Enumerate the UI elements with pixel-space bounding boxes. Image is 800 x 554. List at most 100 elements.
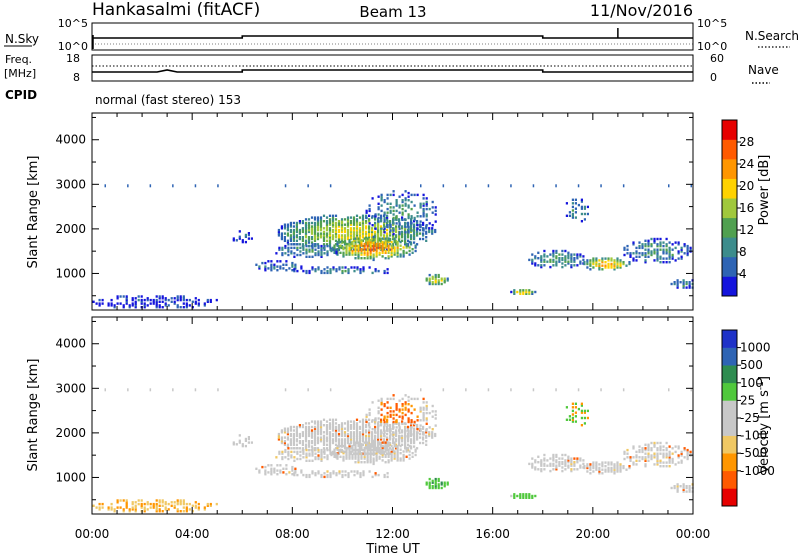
velocity-echo [610, 470, 613, 473]
velocity-echo [98, 502, 101, 506]
velocity-echo [300, 471, 303, 474]
power-echo [307, 227, 311, 230]
velocity-echo [363, 461, 366, 464]
velocity-echo [659, 447, 662, 450]
velocity-echo [355, 452, 359, 455]
power-echo [410, 223, 413, 226]
power-echo [110, 298, 113, 302]
velocity-echo [319, 429, 323, 432]
power-echo [134, 306, 137, 309]
power-echo [365, 225, 368, 228]
velocity-echo [359, 472, 362, 475]
velocity-echo [668, 461, 671, 464]
velocity-echo [689, 450, 692, 454]
velocity-echo [270, 467, 273, 470]
velocity-echo [422, 415, 425, 418]
velocity-echo [346, 429, 350, 432]
power-echo [528, 289, 531, 292]
velocity-echo [413, 434, 416, 438]
power-echo [146, 304, 149, 307]
velocity-echo [283, 431, 286, 434]
velocity-echo [368, 432, 371, 436]
velocity-echo [404, 436, 407, 439]
power-echo [549, 260, 552, 263]
velocity-echo [616, 468, 619, 471]
power-echo [155, 298, 158, 302]
velocity-echo [289, 440, 292, 443]
velocity-echo [632, 463, 635, 466]
power-echo [343, 241, 347, 244]
power-echo [270, 263, 273, 266]
power-echo [185, 298, 188, 302]
velocity-echo [561, 469, 564, 473]
power-echo [419, 220, 422, 223]
velocity-echo [425, 431, 428, 434]
velocity-echo [580, 416, 583, 420]
velocity-echo [351, 450, 354, 453]
velocity-echo [381, 453, 384, 457]
velocity-echo [286, 431, 289, 434]
power-echo [369, 253, 372, 256]
power-echo [674, 241, 677, 244]
power-echo [302, 248, 305, 251]
velocity-echo [305, 454, 308, 457]
y-tick-label: 3000 [55, 177, 86, 191]
power-echo [351, 242, 354, 246]
power-echo [549, 258, 552, 262]
power-echo [285, 263, 288, 266]
power-echo [465, 184, 467, 188]
velocity-echo [349, 445, 353, 448]
power-echo [316, 216, 320, 219]
velocity-echo [363, 446, 366, 450]
power-echo [355, 236, 359, 239]
velocity-echo [194, 501, 197, 504]
power-echo [345, 242, 348, 246]
power-echo [404, 204, 407, 207]
velocity-echo [326, 457, 329, 461]
power-echo [365, 241, 368, 244]
velocity-echo [647, 454, 650, 457]
velocity-echo [357, 455, 360, 458]
power-echo [595, 259, 598, 262]
velocity-echo [401, 403, 404, 406]
velocity-echo [656, 454, 659, 457]
power-echo [522, 290, 525, 294]
power-echo [583, 262, 586, 266]
power-echo [635, 255, 638, 258]
power-echo [286, 227, 289, 230]
velocity-echo [392, 436, 395, 440]
velocity-echo [301, 441, 304, 445]
power-echo [311, 268, 314, 271]
velocity-echo [368, 434, 371, 438]
power-echo [607, 259, 610, 262]
velocity-echo [365, 443, 368, 446]
velocity-echo [393, 455, 396, 458]
power-echo [610, 266, 613, 269]
velocity-echo [355, 440, 359, 443]
power-echo [365, 236, 368, 239]
power-echo [375, 244, 378, 247]
power-echo [389, 224, 392, 227]
power-echo [419, 225, 422, 229]
power-echo [278, 246, 281, 250]
power-echo [371, 215, 374, 218]
velocity-echo [140, 502, 143, 506]
velocity-echo [390, 459, 393, 462]
velocity-echo [422, 406, 425, 409]
velocity-echo [342, 455, 345, 458]
power-echo [410, 222, 413, 225]
velocity-echo [282, 467, 285, 470]
velocity-echo [349, 452, 353, 455]
velocity-echo [176, 510, 179, 513]
power-echo [564, 255, 567, 258]
velocity-echo [626, 452, 629, 455]
power-echo [304, 225, 308, 228]
velocity-echo [194, 504, 197, 507]
power-echo [339, 251, 342, 254]
power-echo [392, 232, 395, 236]
power-echo [176, 304, 179, 307]
power-echo [632, 252, 635, 255]
power-echo [688, 282, 691, 286]
power-echo [371, 227, 374, 230]
power-echo [434, 281, 437, 284]
